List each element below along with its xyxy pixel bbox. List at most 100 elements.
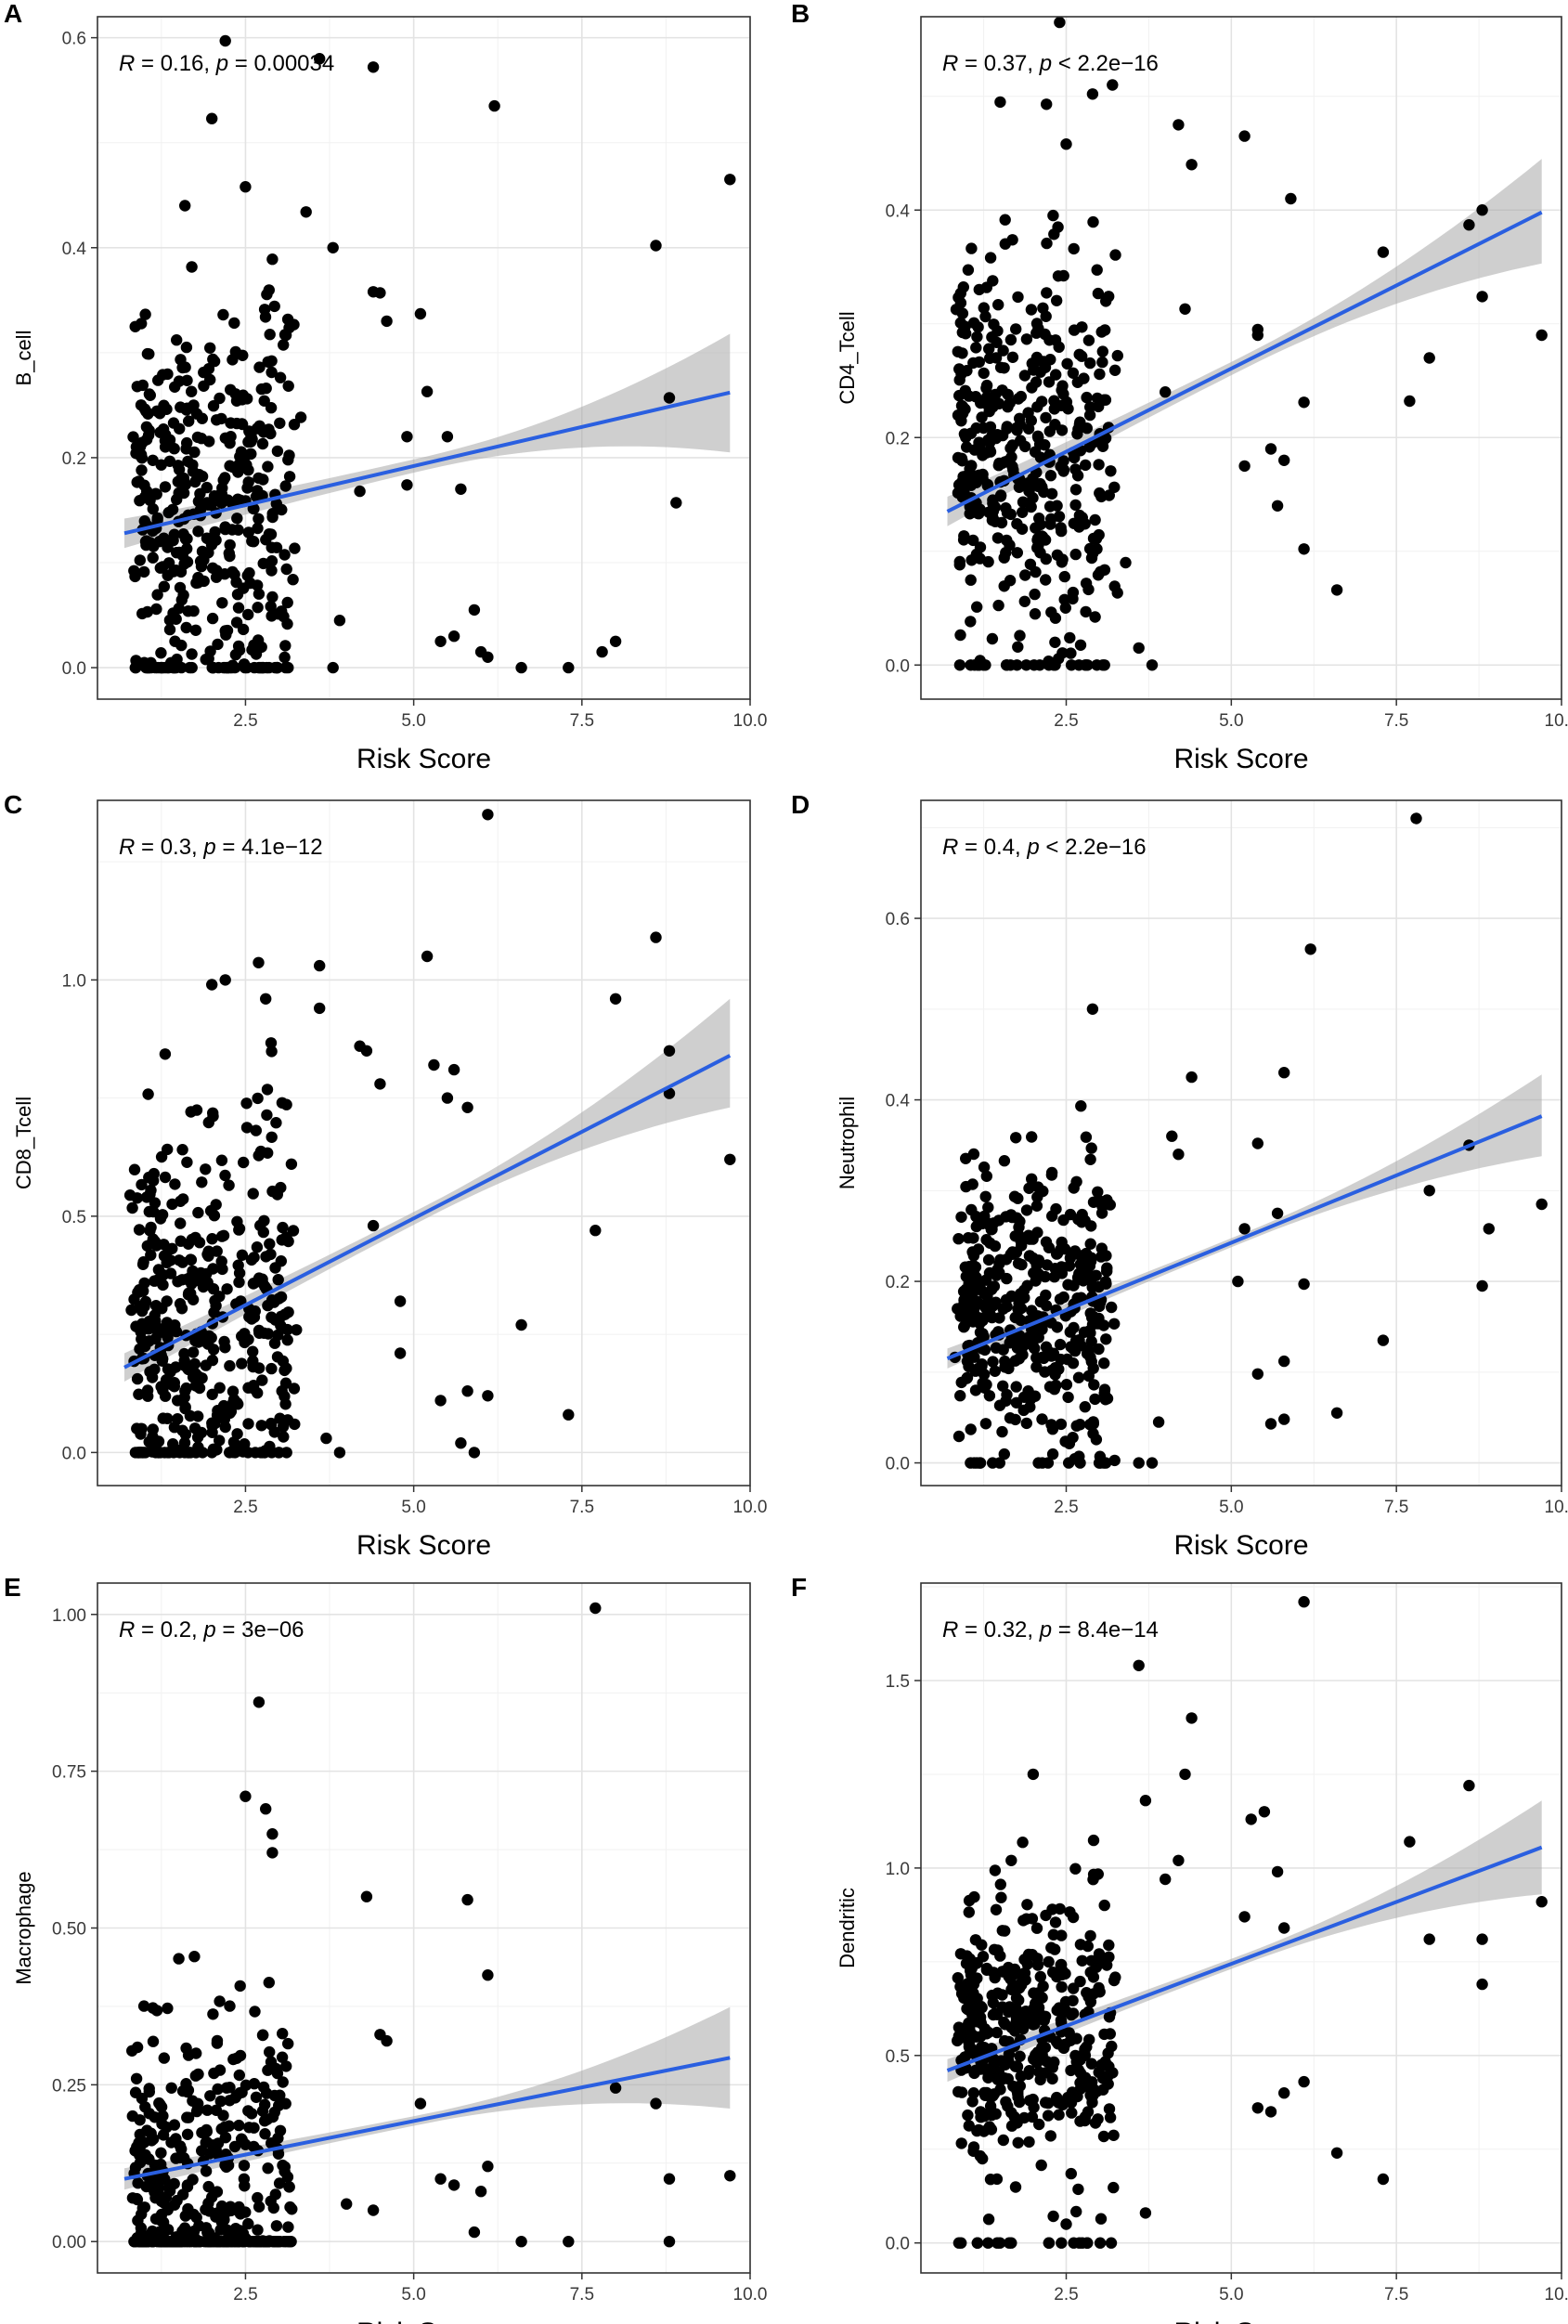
data-point	[970, 1211, 982, 1223]
data-point	[1079, 1214, 1091, 1227]
data-point	[274, 2124, 287, 2136]
data-point	[982, 2237, 994, 2249]
y-tick-label: 0.6	[886, 910, 910, 929]
data-point	[260, 993, 272, 1006]
data-point	[207, 2008, 219, 2020]
data-point	[609, 2082, 622, 2094]
panel-f: F 2.5 5.0 7.5 10.0 0.0 0.5 1.0 1.5 Risk Score Dend…	[791, 1573, 1568, 2324]
data-point	[996, 1425, 1008, 1438]
data-point	[147, 552, 159, 564]
data-point	[206, 2191, 218, 2203]
data-point	[192, 571, 204, 584]
panel-letter: A	[4, 0, 22, 28]
data-point	[214, 2095, 227, 2108]
data-point	[1011, 659, 1023, 671]
data-point	[997, 1344, 1009, 1356]
data-point	[1030, 522, 1042, 534]
data-point	[165, 1363, 178, 1376]
data-point	[214, 1382, 226, 1394]
data-point	[1029, 588, 1041, 601]
data-point	[252, 2224, 264, 2236]
data-point	[204, 342, 216, 354]
panel-b: B 2.5 5.0 7.5 10.0 0.0 0.2 0.4 Risk Score CD4_Tce…	[791, 0, 1568, 774]
data-point	[982, 555, 994, 568]
data-point	[972, 1243, 985, 1255]
data-point	[1030, 1352, 1043, 1364]
data-point	[200, 2165, 213, 2177]
data-point	[161, 1295, 173, 1307]
data-point	[173, 2236, 185, 2248]
data-point	[253, 956, 265, 969]
data-point	[1232, 1275, 1244, 1288]
data-point	[242, 464, 254, 476]
data-point	[1004, 2001, 1016, 2013]
data-point	[189, 2070, 201, 2082]
data-point	[1067, 1994, 1079, 2006]
confidence-band	[947, 1800, 1542, 2083]
data-point	[1093, 1343, 1105, 1356]
data-point	[166, 1198, 178, 1211]
data-point	[978, 1287, 991, 1300]
data-point	[1146, 659, 1159, 671]
data-point	[1084, 1307, 1096, 1319]
data-point	[198, 366, 210, 379]
data-point	[179, 1401, 191, 1413]
data-point	[144, 389, 156, 401]
data-point	[980, 2028, 993, 2040]
data-point	[1081, 422, 1094, 435]
data-point	[1251, 1368, 1264, 1381]
data-point	[140, 434, 153, 446]
data-point	[983, 1266, 996, 1279]
data-point	[1097, 2084, 1109, 2096]
data-point	[222, 2225, 235, 2237]
data-point	[263, 1977, 275, 1989]
data-point	[1012, 1311, 1024, 1324]
data-point	[164, 1267, 177, 1279]
data-point	[1186, 159, 1198, 171]
data-point	[1030, 355, 1043, 368]
data-point	[314, 959, 326, 972]
data-point	[162, 2002, 174, 2015]
data-point	[1049, 636, 1061, 648]
data-point	[253, 361, 266, 373]
data-point	[214, 392, 226, 405]
data-point	[177, 1193, 189, 1205]
data-point	[1377, 246, 1390, 258]
data-point	[262, 2162, 274, 2175]
data-point	[963, 2120, 976, 2132]
data-point	[130, 1320, 142, 1332]
data-point	[168, 443, 180, 455]
y-tick-label: 0.2	[886, 1273, 910, 1292]
data-point	[381, 2034, 393, 2047]
data-point	[997, 344, 1009, 357]
data-point	[1041, 287, 1053, 299]
data-point	[153, 536, 165, 548]
data-point	[990, 432, 1003, 445]
data-point	[268, 300, 280, 313]
data-point	[1069, 1863, 1082, 1875]
data-point	[1099, 1394, 1112, 1406]
data-point	[201, 1277, 214, 1289]
data-point	[421, 950, 434, 963]
data-point	[169, 381, 181, 393]
data-point	[1084, 1238, 1096, 1250]
data-point	[596, 645, 608, 658]
data-point	[1238, 1911, 1251, 1923]
data-point	[279, 651, 291, 664]
data-point	[1152, 1416, 1165, 1428]
data-point	[1048, 395, 1060, 407]
data-point	[955, 1211, 967, 1224]
data-point	[219, 521, 231, 533]
data-point	[300, 206, 312, 218]
data-point	[1060, 2218, 1072, 2230]
panel-c: C 2.5 5.0 7.5 10.0 0.0 0.5 1.0 Risk Score CD8_Tce…	[4, 790, 767, 1561]
data-point	[1095, 490, 1108, 503]
data-point	[1056, 2237, 1068, 2249]
data-point	[1059, 602, 1072, 614]
x-axis-title: Risk Score	[356, 2318, 491, 2324]
data-point	[136, 1178, 148, 1191]
data-point	[1103, 2011, 1116, 2023]
y-tick-label: 1.5	[886, 1672, 910, 1692]
data-point	[159, 435, 172, 447]
data-point	[242, 2217, 254, 2230]
